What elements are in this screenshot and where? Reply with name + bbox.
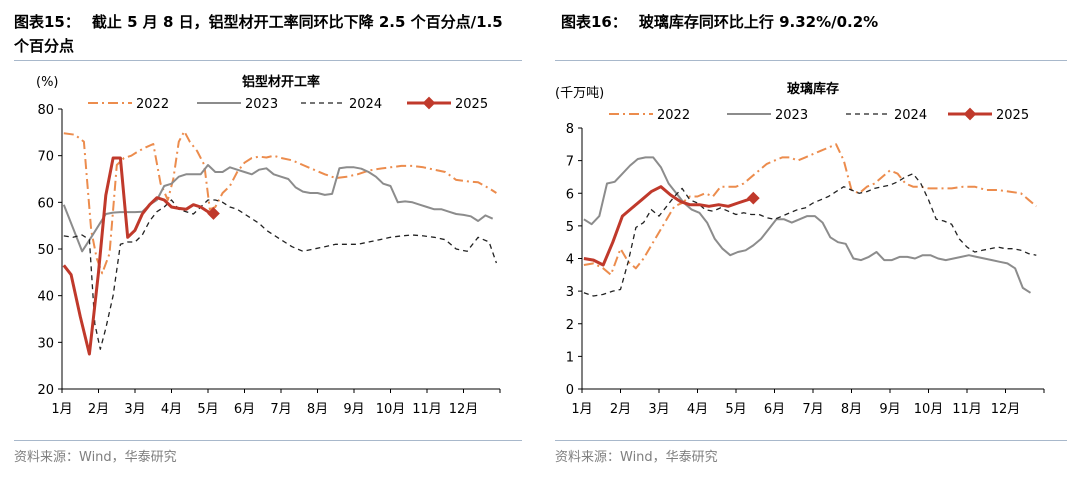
source-note: 资料来源：Wind，华泰研究 xyxy=(555,450,718,465)
series-end-marker xyxy=(207,207,220,220)
series-line-2022 xyxy=(63,130,497,275)
y-axis-label: (千万吨) xyxy=(555,86,604,101)
series-line-2024 xyxy=(583,173,1037,297)
legend-label-2023: 2023 xyxy=(245,97,278,112)
figure-caption: 玻璃库存同环比上行 9.32%/0.2% xyxy=(638,13,879,31)
legend-label-2022: 2022 xyxy=(136,97,169,112)
x-tick-label: 10月 xyxy=(914,402,944,417)
line-chart-glass: 0 1 2 3 4 5 6 7 8 1月 2月 3月 4月 5月 6月 7月 8月 9月 10月 11月 12月 (千万吨… xyxy=(555,81,1045,417)
top-rule xyxy=(555,60,1067,61)
legend-label-2025: 2025 xyxy=(996,108,1029,123)
x-tick-label: 8月 xyxy=(841,402,862,417)
x-tick-label: 1月 xyxy=(51,402,72,417)
y-tick-label: 40 xyxy=(37,290,54,305)
series-line-2022 xyxy=(583,143,1037,276)
y-tick-label: 6 xyxy=(566,187,574,202)
x-tick-label: 4月 xyxy=(687,402,708,417)
x-tick-label: 3月 xyxy=(648,402,669,417)
y-tick-label: 50 xyxy=(37,243,54,258)
y-axis-label: (%) xyxy=(36,75,59,90)
x-tick-label: 6月 xyxy=(234,402,255,417)
x-tick-label: 5月 xyxy=(197,402,218,417)
legend-label-2025: 2025 xyxy=(455,97,488,112)
x-tick-label: 9月 xyxy=(343,402,364,417)
x-tick-label: 4月 xyxy=(161,402,182,417)
x-tick-label: 8月 xyxy=(307,402,328,417)
legend-marker xyxy=(422,96,436,110)
x-tick-label: 9月 xyxy=(879,402,900,417)
left-chart-panel: 图表15： 截止 5 月 8 日，铝型材开工率同环比下降 2.5 个百分点/1.5… xyxy=(0,0,530,481)
right-chart-panel: 图表16： 玻璃库存同环比上行 9.32%/0.2% 0 1 2 3 4 5 6 7 8 1月 2月 3… xyxy=(547,0,1077,481)
y-tick-label: 30 xyxy=(37,336,54,351)
bottom-rule xyxy=(555,440,1067,441)
x-tick-label: 5月 xyxy=(725,402,746,417)
source-note: 资料来源：Wind，华泰研究 xyxy=(14,450,177,465)
legend-label-2024: 2024 xyxy=(349,97,382,112)
series-line-2023 xyxy=(583,156,1032,294)
y-tick-label: 2 xyxy=(566,318,574,333)
figure-title-left: 图表15： 截止 5 月 8 日，铝型材开工率同环比下降 2.5 个百分点/1.5… xyxy=(14,10,519,58)
x-tick-label: 10月 xyxy=(376,402,406,417)
bottom-rule xyxy=(14,440,522,441)
y-tick-label: 3 xyxy=(566,285,574,300)
chart-title: 铝型材开工率 xyxy=(242,74,320,90)
x-tick-label: 1月 xyxy=(571,402,592,417)
y-tick-label: 1 xyxy=(566,350,574,365)
x-tick-label: 3月 xyxy=(124,402,145,417)
series-line-2023 xyxy=(62,164,494,253)
y-tick-label: 5 xyxy=(566,220,574,235)
figure-caption: 截止 5 月 8 日，铝型材开工率同环比下降 2.5 个百分点/1.5 个百分点 xyxy=(14,13,503,55)
x-tick-label: 2月 xyxy=(88,402,109,417)
legend-label-2022: 2022 xyxy=(657,108,690,123)
y-tick-label: 60 xyxy=(37,196,54,211)
y-tick-label: 80 xyxy=(37,103,54,118)
x-tick-label: 2月 xyxy=(610,402,631,417)
y-tick-label: 0 xyxy=(566,383,574,398)
x-tick-label: 11月 xyxy=(412,402,442,417)
y-tick-label: 20 xyxy=(37,383,54,398)
series-line-2024 xyxy=(63,199,498,350)
top-rule xyxy=(14,60,522,61)
series-line-2025 xyxy=(62,156,214,356)
line-chart-aluminum: 20 30 40 50 60 70 80 1月 2月 3月 4月 5月 6月 7月 8月 9月 10月 11月 12… xyxy=(36,74,501,417)
x-tick-label: 7月 xyxy=(270,402,291,417)
x-tick-label: 12月 xyxy=(991,402,1021,417)
y-tick-label: 8 xyxy=(566,122,574,137)
x-tick-label: 12月 xyxy=(449,402,479,417)
y-tick-label: 4 xyxy=(566,253,574,268)
y-tick-label: 7 xyxy=(566,155,574,170)
legend-label-2023: 2023 xyxy=(775,108,808,123)
figure-title-right: 图表16： 玻璃库存同环比上行 9.32%/0.2% xyxy=(561,10,1066,34)
x-tick-label: 6月 xyxy=(764,402,785,417)
y-tick-label: 70 xyxy=(37,150,54,165)
legend-marker xyxy=(963,107,977,121)
chart-title: 玻璃库存 xyxy=(787,81,839,97)
figure-label: 图表15： xyxy=(14,13,80,31)
figure-label: 图表16： xyxy=(561,13,627,31)
series-end-marker xyxy=(746,191,760,205)
x-tick-label: 11月 xyxy=(952,402,982,417)
x-tick-label: 7月 xyxy=(802,402,823,417)
legend-label-2024: 2024 xyxy=(894,108,927,123)
series-line-2025 xyxy=(583,185,754,267)
